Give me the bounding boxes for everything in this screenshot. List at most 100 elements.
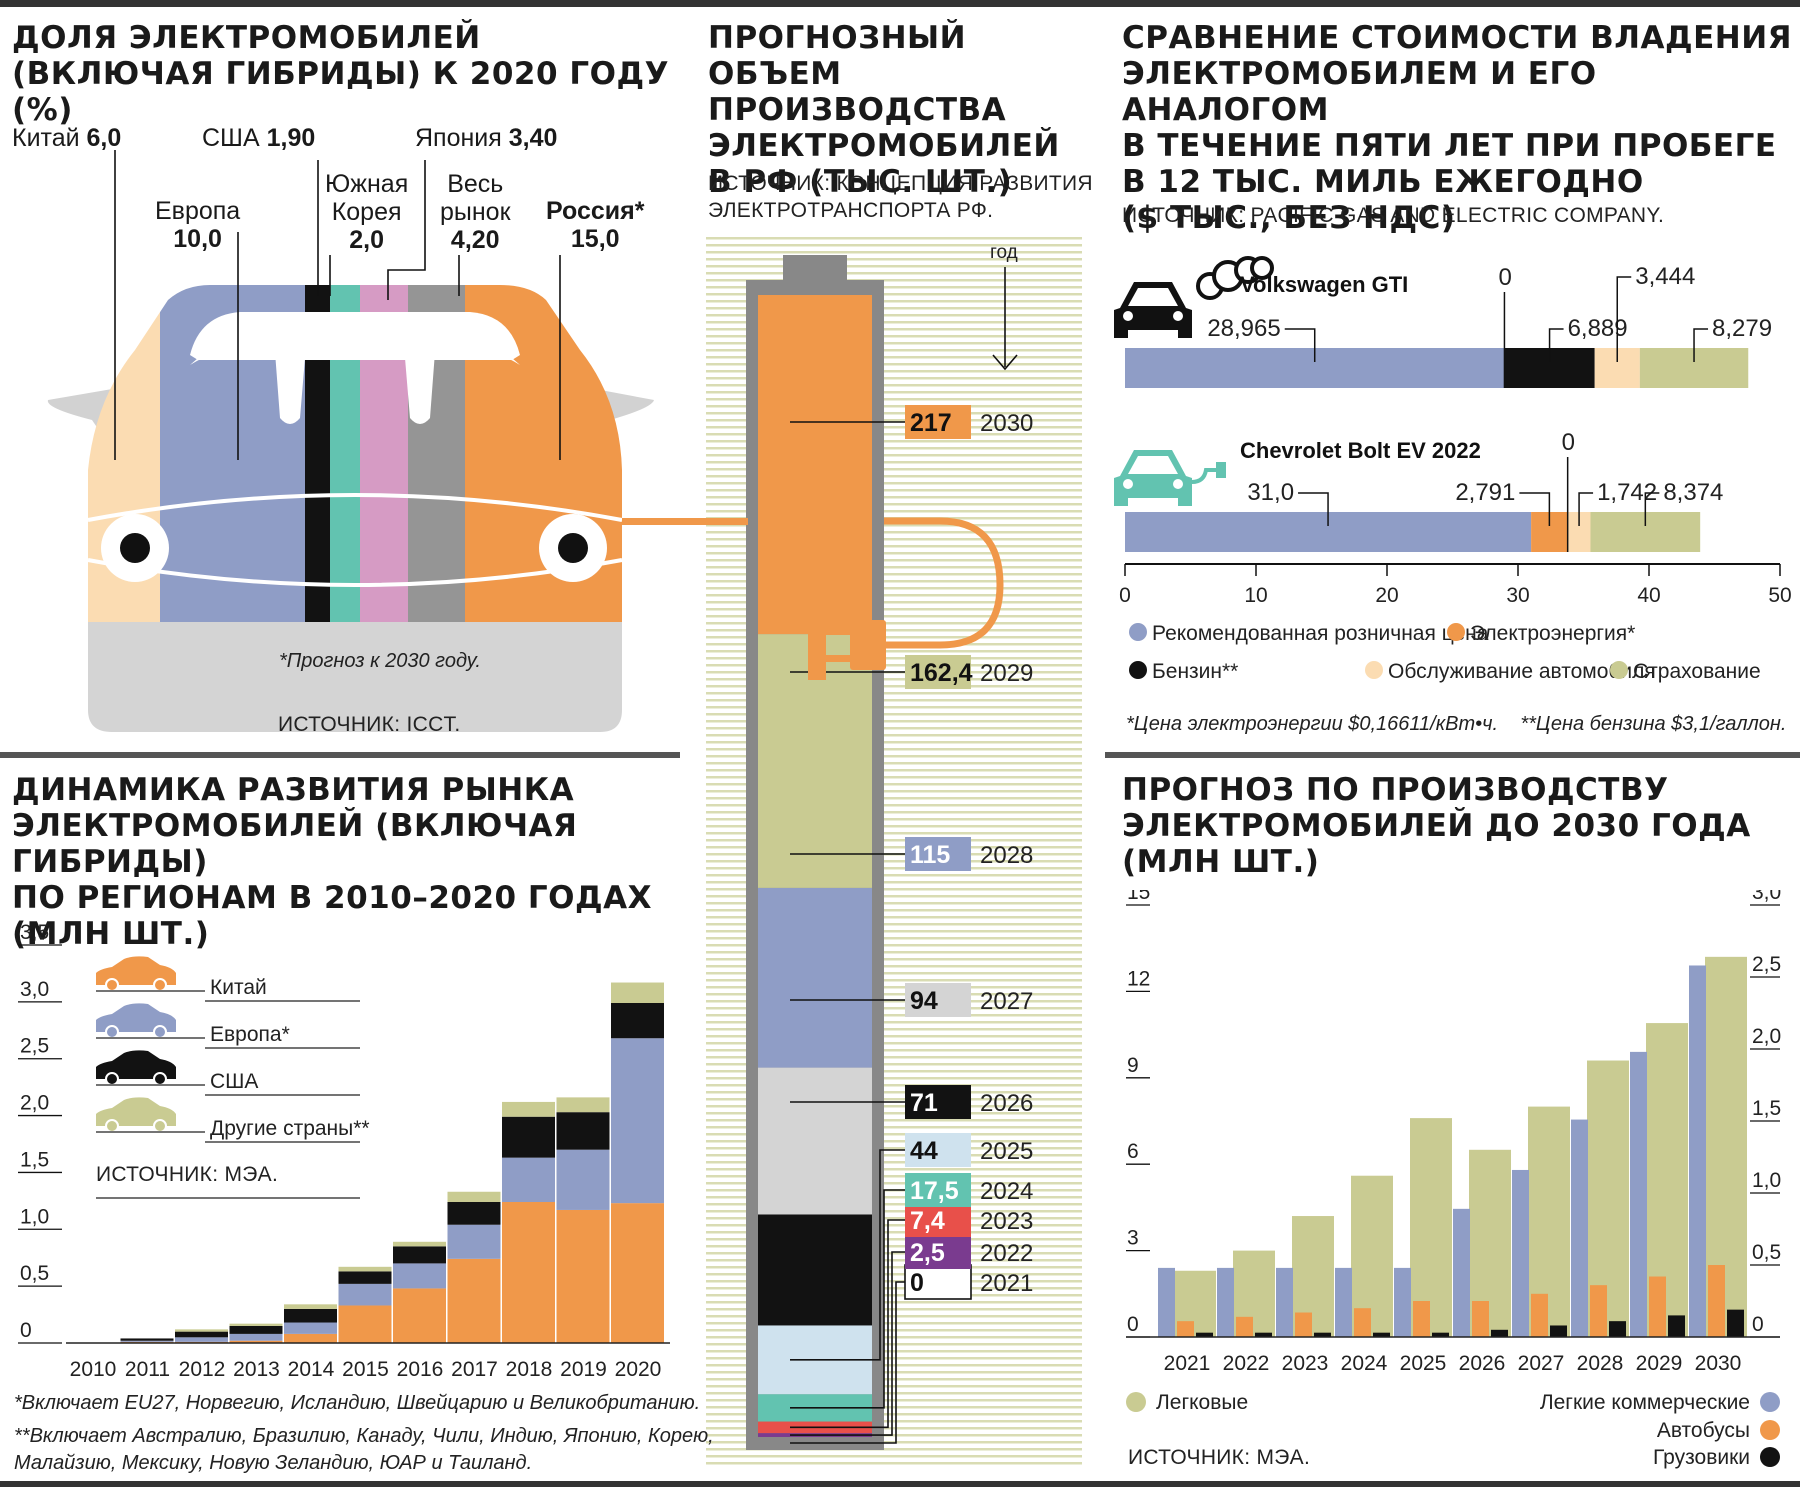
russia-value-0: 0 <box>910 1269 924 1297</box>
bg-stripe <box>706 1413 1082 1416</box>
regions-bar-2011-1 <box>120 1340 174 1342</box>
bg-stripe <box>706 244 1082 247</box>
share-label-name: США <box>202 124 267 152</box>
legend-car-wheel <box>153 1119 167 1133</box>
regions-y-tick-6: 3,0 <box>20 978 49 1001</box>
bg-stripe <box>706 1070 1082 1073</box>
forecast-legend-label-2: Автобусы <box>1657 1419 1750 1442</box>
bg-stripe <box>706 608 1082 611</box>
forecast-yr-tick-6: 3,0 <box>1752 890 1781 904</box>
share-pointer-4 <box>387 160 426 300</box>
share-title: ДОЛЯ ЭЛЕКТРОМОБИЛЕЙ (ВКЛЮЧАЯ ГИБРИДЫ) К … <box>12 20 669 128</box>
bg-stripe <box>706 923 1082 926</box>
regions-legend-label-1: Европа* <box>210 1023 290 1046</box>
russia-year-2: 2023 <box>980 1208 1033 1235</box>
battery-segment-2026 <box>758 1214 872 1326</box>
bg-stripe <box>706 307 1082 310</box>
bg-stripe <box>706 664 1082 667</box>
forecast-bar-truck-2022 <box>1255 1332 1272 1337</box>
bg-stripe <box>706 783 1082 786</box>
bg-stripe <box>706 748 1082 751</box>
bg-stripe <box>706 930 1082 933</box>
legend-car-wheel <box>153 1072 167 1086</box>
regions-x-label-9: 2019 <box>560 1358 607 1381</box>
regions-bar-2015-1 <box>338 1283 392 1306</box>
bg-stripe <box>706 727 1082 730</box>
share-label-5: Весь рынок 4,20 <box>440 170 511 254</box>
forecast-bar-bus-2024 <box>1354 1308 1371 1337</box>
cost-value-label-1: 0 <box>1498 264 1511 291</box>
regions-bar-2018-1 <box>502 1157 555 1202</box>
regions-bar-2011-2 <box>120 1338 174 1341</box>
ev-car-window <box>1128 456 1178 474</box>
ev-car-light <box>1173 479 1183 489</box>
cost-value-label-6: 2,791 <box>1455 479 1515 506</box>
forecast-legend-dot-1 <box>1760 1392 1780 1412</box>
forecast-bar-truck-2028 <box>1609 1321 1626 1337</box>
bg-stripe <box>706 1182 1082 1185</box>
regions-bar-2014-3 <box>284 1304 337 1309</box>
russia-value-4: 44 <box>910 1137 938 1165</box>
forecast-bar-bus-2026 <box>1472 1301 1489 1337</box>
regions-bar-2014-2 <box>284 1308 337 1323</box>
bg-stripe <box>706 1000 1082 1003</box>
bg-stripe <box>706 993 1082 996</box>
bg-stripe <box>706 1224 1082 1227</box>
cost-legend-dot-4 <box>1610 661 1628 679</box>
bg-stripe <box>706 1021 1082 1024</box>
bg-stripe <box>706 1168 1082 1171</box>
cost-series-name-0: Volkswagen GTI <box>1240 272 1408 297</box>
share-label-6: Россия* 15,0 <box>546 197 645 253</box>
legend-car-wheel <box>105 1025 119 1039</box>
forecast-yl-tick-4: 12 <box>1127 967 1150 990</box>
russia-value-2: 7,4 <box>910 1207 945 1235</box>
bg-stripe <box>706 909 1082 912</box>
cost-value-label-9: 8,374 <box>1663 479 1723 506</box>
bg-stripe <box>706 503 1082 506</box>
russia-box-4 <box>905 1133 971 1167</box>
forecast-x-label-5: 2026 <box>1459 1352 1506 1375</box>
cost-legend-label-0: Рекомендованная розничная цена <box>1152 622 1489 645</box>
russia-year-6: 2027 <box>980 988 1033 1015</box>
bg-stripe <box>706 762 1082 765</box>
share-label-name: Весь <box>447 170 504 198</box>
russia-leader-1 <box>790 1251 905 1436</box>
regions-bar-2016-1 <box>393 1263 446 1289</box>
cost-legend-dot-2 <box>1129 661 1147 679</box>
bg-stripe <box>706 650 1082 653</box>
legend-car-icon-2 <box>96 1050 176 1079</box>
bg-stripe <box>706 1028 1082 1031</box>
forecast-bar-truck-2024 <box>1373 1332 1390 1337</box>
regions-legend-label-0: Китай <box>210 976 267 999</box>
share-source: ИСТОЧНИК: ICCT. <box>278 713 461 736</box>
bg-stripe <box>706 839 1082 842</box>
forecast-yr-tick-0: 0 <box>1752 1313 1764 1336</box>
forecast-bar-bus-2029 <box>1649 1276 1666 1337</box>
bg-stripe <box>706 867 1082 870</box>
share-label-value: 15,0 <box>570 225 620 253</box>
plug-face <box>808 610 826 680</box>
russia-year-5: 2026 <box>980 1090 1033 1117</box>
forecast-bar-lcv-2021 <box>1158 1267 1175 1337</box>
share-label-name: Европа <box>155 197 241 225</box>
plug-pin-bottom <box>826 655 852 662</box>
headlight-eye-0 <box>120 533 150 563</box>
russia-year-8: 2029 <box>980 660 1033 687</box>
bg-stripe <box>706 573 1082 576</box>
bg-stripe <box>706 1098 1082 1101</box>
forecast-bar-bus-2027 <box>1531 1293 1548 1337</box>
forecast-bar-chart: 0 3 6 9 12 15 0 0,5 1,0 1,5 2,0 2,5 3,0 2021 2022 2023 2… <box>1126 890 1781 1469</box>
forecast-yl-tick-2: 6 <box>1127 1140 1139 1163</box>
bg-stripe <box>706 377 1082 380</box>
bg-stripe <box>706 475 1082 478</box>
bg-stripe <box>706 1448 1082 1451</box>
bg-stripe <box>706 1203 1082 1206</box>
bg-stripe <box>706 601 1082 604</box>
bg-stripe <box>706 902 1082 905</box>
forecast-bar-truck-2023 <box>1314 1332 1331 1337</box>
bg-stripe <box>706 1217 1082 1220</box>
bg-stripe <box>706 1301 1082 1304</box>
bg-stripe <box>706 1161 1082 1164</box>
forecast-bar-bus-2028 <box>1590 1285 1607 1337</box>
bg-stripe <box>706 545 1082 548</box>
